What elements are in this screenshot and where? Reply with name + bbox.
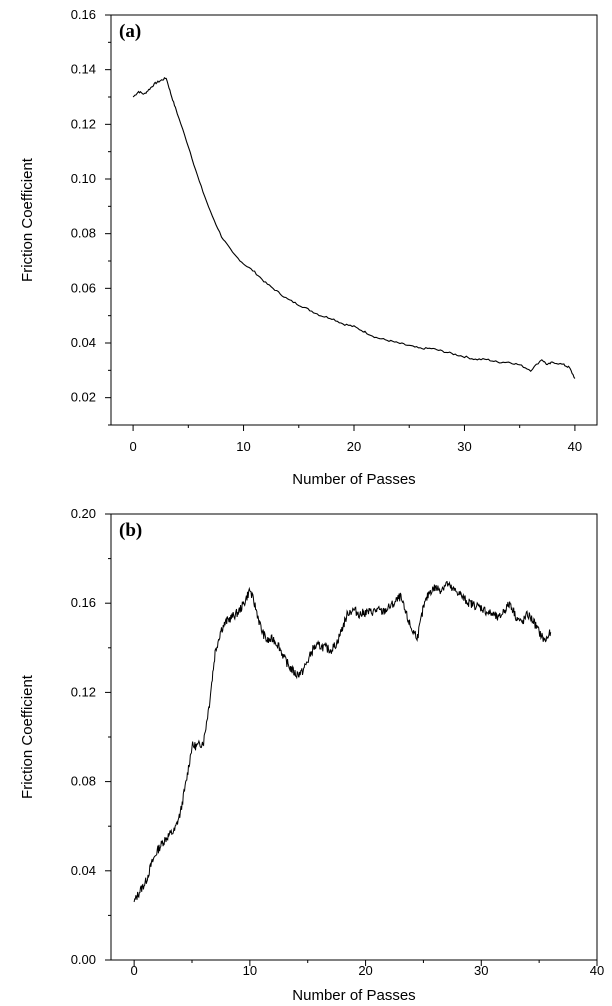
y-tick-label: 0.04: [71, 863, 96, 878]
y-tick-label: 0.12: [71, 684, 96, 699]
tick-group-b: 0.00 0.04 0.08 0.12 0.16 0.20 0 10 20 30 40: [71, 506, 605, 978]
x-tick-label: 10: [236, 439, 250, 454]
x-tick-label: 0: [129, 439, 136, 454]
y-tick-label: 0.08: [71, 226, 96, 241]
x-tick-label: 0: [131, 963, 138, 978]
tick-group-a: 0.02 0.04 0.06 0.08 0.10 0.12 0.14 0.16 0 10 20 30 4…: [71, 7, 582, 454]
plot-frame-b: [110, 513, 598, 961]
x-tick-label: 20: [358, 963, 372, 978]
plot-frame-a: [110, 14, 598, 426]
x-tick-label: 40: [568, 439, 582, 454]
y-tick-label: 0.08: [71, 774, 96, 789]
y-axis-title-a: Friction Coefficient: [19, 157, 36, 282]
x-axis-title-a: Number of Passes: [292, 471, 415, 488]
y-tick-label: 0.14: [71, 62, 96, 77]
panel-label-b: (b): [119, 520, 142, 541]
x-axis-title-b: Number of Passes: [292, 987, 415, 1004]
y-axis-title-b: Friction Coefficient: [19, 674, 36, 799]
panel-label-a: (a): [119, 21, 141, 42]
y-tick-label: 0.10: [71, 171, 96, 186]
y-tick-label: 0.06: [71, 280, 96, 295]
y-tick-label: 0.16: [71, 595, 96, 610]
y-tick-label: 0.12: [71, 116, 96, 131]
x-tick-label: 10: [243, 963, 257, 978]
x-tick-label: 30: [457, 439, 471, 454]
y-tick-label: 0.00: [71, 952, 96, 967]
x-tick-label: 40: [590, 963, 604, 978]
y-tick-label: 0.02: [71, 390, 96, 405]
y-tick-label: 0.20: [71, 506, 96, 521]
series-line-b: [133, 580, 552, 903]
x-tick-label: 30: [474, 963, 488, 978]
y-tick-label: 0.04: [71, 335, 96, 350]
series-line-a: [132, 76, 576, 379]
chart-panel-b: 0.00 0.04 0.08 0.12 0.16 0.20 0 10 20 30 40 (b) Nu…: [19, 506, 604, 1004]
y-tick-label: 0.16: [71, 7, 96, 22]
chart-panel-a: 0.02 0.04 0.06 0.08 0.10 0.12 0.14 0.16 0 10 20 30 4…: [19, 7, 598, 488]
x-tick-label: 20: [347, 439, 361, 454]
